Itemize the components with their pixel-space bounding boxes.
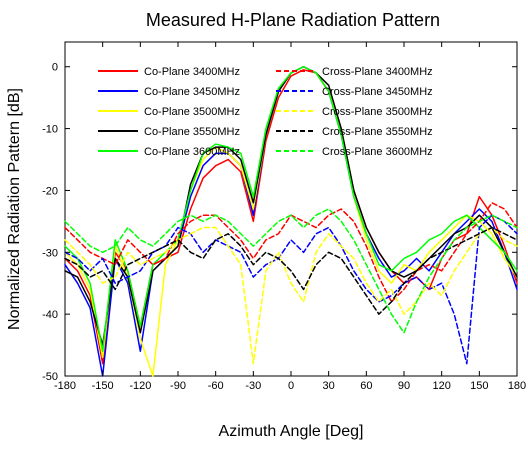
y-tick-label: 0 (52, 62, 58, 74)
legend-item: Co-Plane 3600MHz (144, 146, 240, 158)
y-tick-label: -30 (42, 247, 58, 259)
y-tick-label: -10 (42, 124, 58, 136)
legend-item: Cross-Plane 3400MHz (322, 66, 433, 78)
legend-item: Co-Plane 3500MHz (144, 106, 240, 118)
ticks-layer: -180 -150 -120 -90 -60 -30 0 30 60 90 120 150 180 -50… (42, 42, 526, 392)
legend-item: Cross-Plane 3450MHz (322, 86, 433, 98)
legend-item: Co-Plane 3400MHz (144, 66, 240, 78)
series-line-9 (64, 226, 518, 315)
legend-item: Cross-Plane 3500MHz (322, 106, 433, 118)
series-line-10 (64, 208, 518, 334)
x-tick-label: 0 (288, 380, 294, 392)
series-line-7 (64, 214, 518, 365)
x-tick-label: 60 (360, 380, 372, 392)
x-tick-label: 150 (470, 380, 488, 392)
x-tick-label: -60 (208, 380, 224, 392)
plot-area: -180 -150 -120 -90 -60 -30 0 30 60 90 120 150 180 -50… (42, 41, 526, 392)
y-axis-label: Normalized Radiation Pattern [dB] (6, 88, 23, 330)
x-axis-label: Azimuth Angle [Deg] (219, 423, 364, 440)
x-tick-label: -30 (245, 380, 261, 392)
legend: Co-Plane 3400MHz Cross-Plane 3400MHz Co-Pl… (98, 66, 433, 158)
legend-item: Co-Plane 3550MHz (144, 126, 240, 138)
x-tick-label: -150 (92, 380, 114, 392)
y-tick-label: -20 (42, 185, 58, 197)
x-tick-label: -180 (54, 380, 76, 392)
x-tick-label: 90 (398, 380, 410, 392)
legend-item: Cross-Plane 3550MHz (322, 126, 433, 138)
legend-item: Co-Plane 3450MHz (144, 86, 240, 98)
x-tick-label: -90 (170, 380, 186, 392)
x-tick-label: 30 (323, 380, 335, 392)
legend-item: Cross-Plane 3600MHz (322, 146, 433, 158)
x-tick-label: 180 (508, 380, 526, 392)
x-tick-label: -120 (129, 380, 151, 392)
x-tick-label: 120 (432, 380, 450, 392)
series-line-5 (64, 65, 518, 353)
plot-frame (64, 41, 518, 377)
series-line-8 (64, 226, 518, 365)
y-tick-label: -50 (42, 371, 58, 383)
y-tick-label: -40 (42, 309, 58, 321)
series-layer (64, 65, 518, 377)
chart-title: Measured H-Plane Radiation Pattern (146, 10, 440, 30)
